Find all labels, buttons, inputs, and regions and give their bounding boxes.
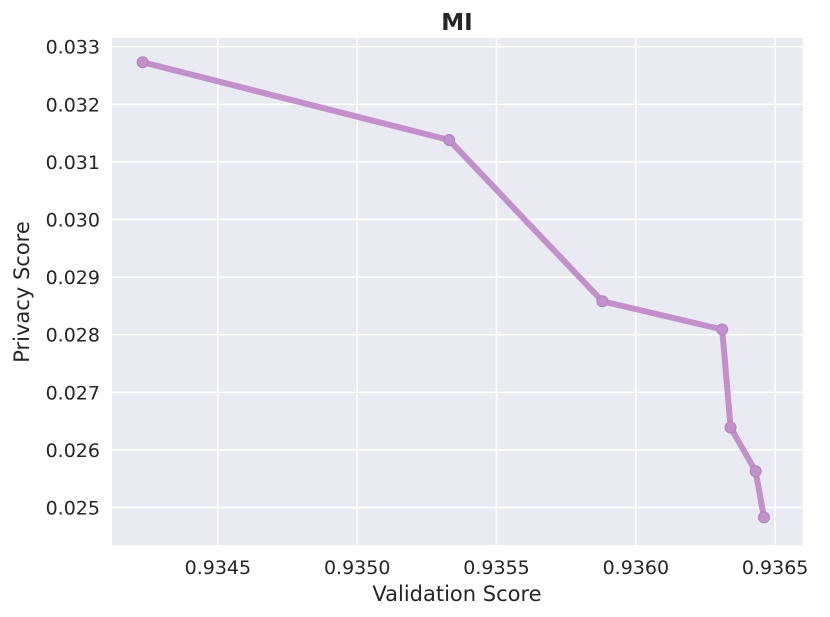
data-point	[136, 56, 149, 69]
y-tick-labels: 0.025 0.026 0.027 0.028 0.029 0.030 0.031 0.032…	[46, 37, 100, 520]
plot-area	[112, 38, 803, 545]
x-tick-label: 0.9360	[603, 557, 669, 579]
data-point	[749, 465, 762, 478]
data-point	[757, 511, 770, 524]
y-gridlines	[112, 45, 803, 509]
x-tick-label: 0.9365	[742, 557, 808, 579]
data-point	[716, 323, 729, 336]
y-tick-label: 0.028	[46, 325, 100, 347]
y-tick-label: 0.032	[46, 94, 100, 116]
y-tick-label: 0.027	[46, 382, 100, 404]
chart-title: MI	[441, 10, 472, 36]
y-axis-label: Privacy Score	[10, 221, 34, 363]
x-tick-label: 0.9345	[185, 557, 251, 579]
x-gridlines	[217, 38, 776, 545]
series-layer	[136, 56, 770, 524]
x-tick-labels: 0.9345 0.9350 0.9355 0.9360 0.9365	[185, 557, 809, 579]
x-axis-label: Validation Score	[372, 582, 541, 606]
y-tick-label: 0.030	[46, 209, 100, 231]
data-point	[443, 133, 456, 146]
y-tick-label: 0.031	[46, 152, 100, 174]
data-point	[596, 295, 609, 308]
y-tick-label: 0.026	[46, 440, 100, 462]
x-tick-label: 0.9355	[463, 557, 529, 579]
y-tick-label: 0.033	[46, 37, 100, 59]
y-tick-label: 0.025	[46, 498, 100, 520]
x-tick-label: 0.9350	[324, 557, 390, 579]
y-tick-label: 0.029	[46, 267, 100, 289]
data-point	[724, 421, 737, 434]
